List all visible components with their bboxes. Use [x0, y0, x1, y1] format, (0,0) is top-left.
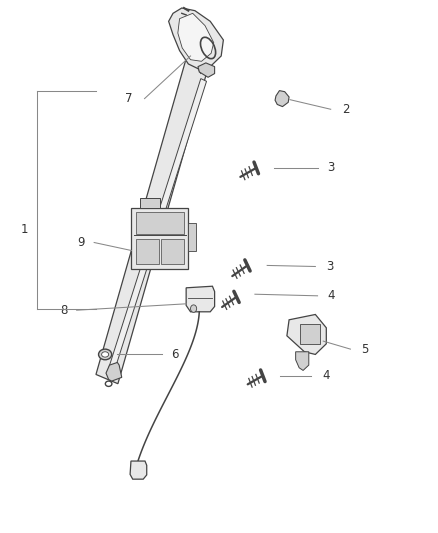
- Text: 1: 1: [20, 223, 28, 236]
- Text: 7: 7: [125, 92, 133, 105]
- Text: 6: 6: [171, 348, 179, 361]
- Bar: [136, 212, 184, 233]
- Polygon shape: [296, 352, 309, 370]
- Polygon shape: [130, 461, 147, 479]
- Bar: [161, 239, 184, 264]
- Text: 4: 4: [328, 289, 336, 302]
- Polygon shape: [106, 362, 122, 381]
- Polygon shape: [106, 78, 207, 377]
- Circle shape: [191, 305, 197, 312]
- Polygon shape: [275, 91, 289, 107]
- Text: 9: 9: [77, 236, 85, 249]
- Text: 4: 4: [322, 369, 330, 382]
- Bar: [300, 324, 320, 344]
- Bar: [136, 239, 159, 264]
- Bar: [131, 208, 188, 269]
- Bar: [140, 198, 160, 208]
- Ellipse shape: [102, 352, 109, 357]
- Polygon shape: [178, 13, 214, 61]
- Text: 8: 8: [60, 304, 67, 317]
- Text: 3: 3: [326, 260, 333, 273]
- Text: 3: 3: [327, 161, 334, 174]
- Polygon shape: [96, 60, 208, 384]
- Polygon shape: [169, 8, 223, 69]
- Polygon shape: [287, 314, 326, 354]
- Bar: [188, 223, 196, 251]
- Text: 2: 2: [342, 103, 350, 116]
- Polygon shape: [198, 63, 215, 77]
- Text: 5: 5: [361, 343, 368, 356]
- Polygon shape: [186, 286, 215, 312]
- Ellipse shape: [99, 349, 112, 360]
